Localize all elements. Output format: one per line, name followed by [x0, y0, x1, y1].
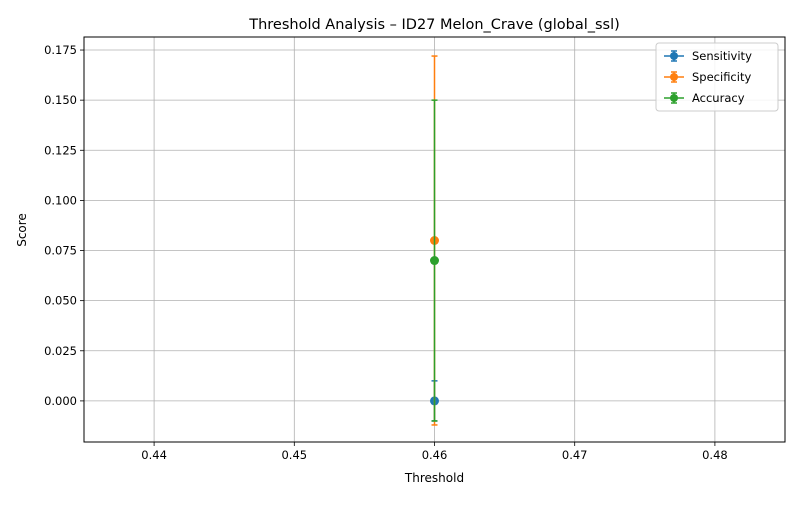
ticks: 0.44 0.45 0.46 0.47 0.48 0.000 0.025 0.050 0.075…: [44, 43, 728, 462]
y-tick-label: 0.075: [44, 244, 77, 258]
legend-item: Sensitivity: [664, 49, 752, 63]
y-tick-label: 0.025: [44, 344, 77, 358]
x-tick-label: 0.46: [422, 448, 448, 462]
x-tick-label: 0.48: [702, 448, 728, 462]
legend-item: Accuracy: [664, 91, 745, 105]
y-tick-label: 0.100: [44, 193, 77, 207]
legend-label: Sensitivity: [692, 49, 752, 63]
chart-title: Threshold Analysis – ID27 Melon_Crave (g…: [248, 17, 620, 33]
x-tick-label: 0.47: [562, 448, 588, 462]
series-layer: [430, 55, 439, 426]
x-tick-label: 0.44: [141, 448, 167, 462]
y-tick-label: 0.000: [44, 394, 77, 408]
legend-label: Specificity: [692, 70, 751, 84]
y-tick-label: 0.125: [44, 143, 77, 157]
legend-item: Specificity: [664, 70, 751, 84]
legend-label: Accuracy: [692, 91, 745, 105]
data-point: [430, 256, 439, 266]
y-axis-label: Score: [15, 213, 29, 247]
x-tick-label: 0.45: [281, 448, 307, 462]
y-tick-label: 0.175: [44, 43, 77, 57]
legend-box: [655, 42, 779, 112]
legend-marker: [670, 94, 678, 102]
y-tick-label: 0.150: [44, 93, 77, 107]
x-axis-label: Threshold: [404, 471, 464, 485]
legend: Sensitivity Specificity Accuracy: [655, 42, 779, 112]
y-tick-label: 0.050: [44, 294, 77, 308]
legend-marker: [670, 52, 678, 60]
legend-marker: [670, 73, 678, 81]
series-accuracy: [430, 99, 439, 422]
